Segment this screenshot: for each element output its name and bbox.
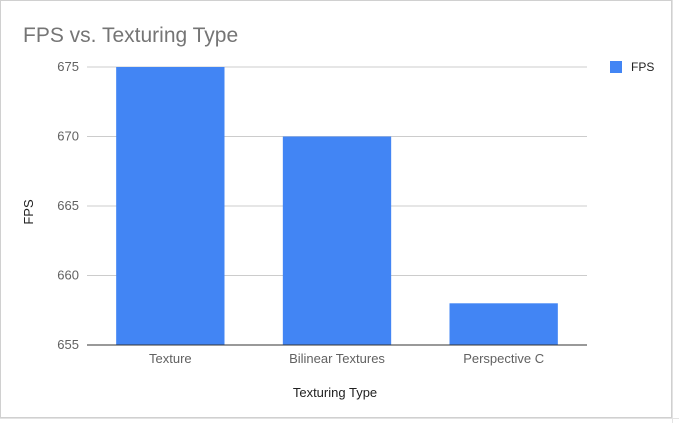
sheet-gridline xyxy=(672,0,673,423)
bar-bilinear-textures[interactable] xyxy=(282,136,392,346)
y-tick-label: 670 xyxy=(57,129,79,144)
bar-chart: FPS vs. Texturing Type 655 660 665 670 675 T… xyxy=(21,24,654,400)
x-tick-label: Perspective C xyxy=(463,351,544,366)
sheet-gridline xyxy=(0,418,679,419)
legend-label: FPS xyxy=(631,60,654,74)
chart-card[interactable]: FPS vs. Texturing Type 655 660 665 670 675 T… xyxy=(0,0,672,418)
y-axis-label: FPS xyxy=(21,199,36,225)
y-tick-label: 675 xyxy=(57,59,79,74)
y-axis-ticks: 655 660 665 670 675 xyxy=(57,59,79,352)
x-axis-ticks: Texture Bilinear Textures Perspective C xyxy=(149,351,544,366)
legend-swatch xyxy=(610,61,622,73)
chart-title: FPS vs. Texturing Type xyxy=(23,24,238,47)
x-axis-label: Texturing Type xyxy=(293,385,377,400)
bar-perspective-c[interactable] xyxy=(449,303,558,345)
x-tick-label: Texture xyxy=(149,351,192,366)
y-tick-label: 655 xyxy=(57,337,79,352)
y-tick-label: 665 xyxy=(57,198,79,213)
y-tick-label: 660 xyxy=(57,268,79,283)
x-tick-label: Bilinear Textures xyxy=(289,351,385,366)
bar-texture[interactable] xyxy=(116,67,225,345)
bars xyxy=(87,67,587,346)
legend[interactable]: FPS xyxy=(610,60,654,74)
